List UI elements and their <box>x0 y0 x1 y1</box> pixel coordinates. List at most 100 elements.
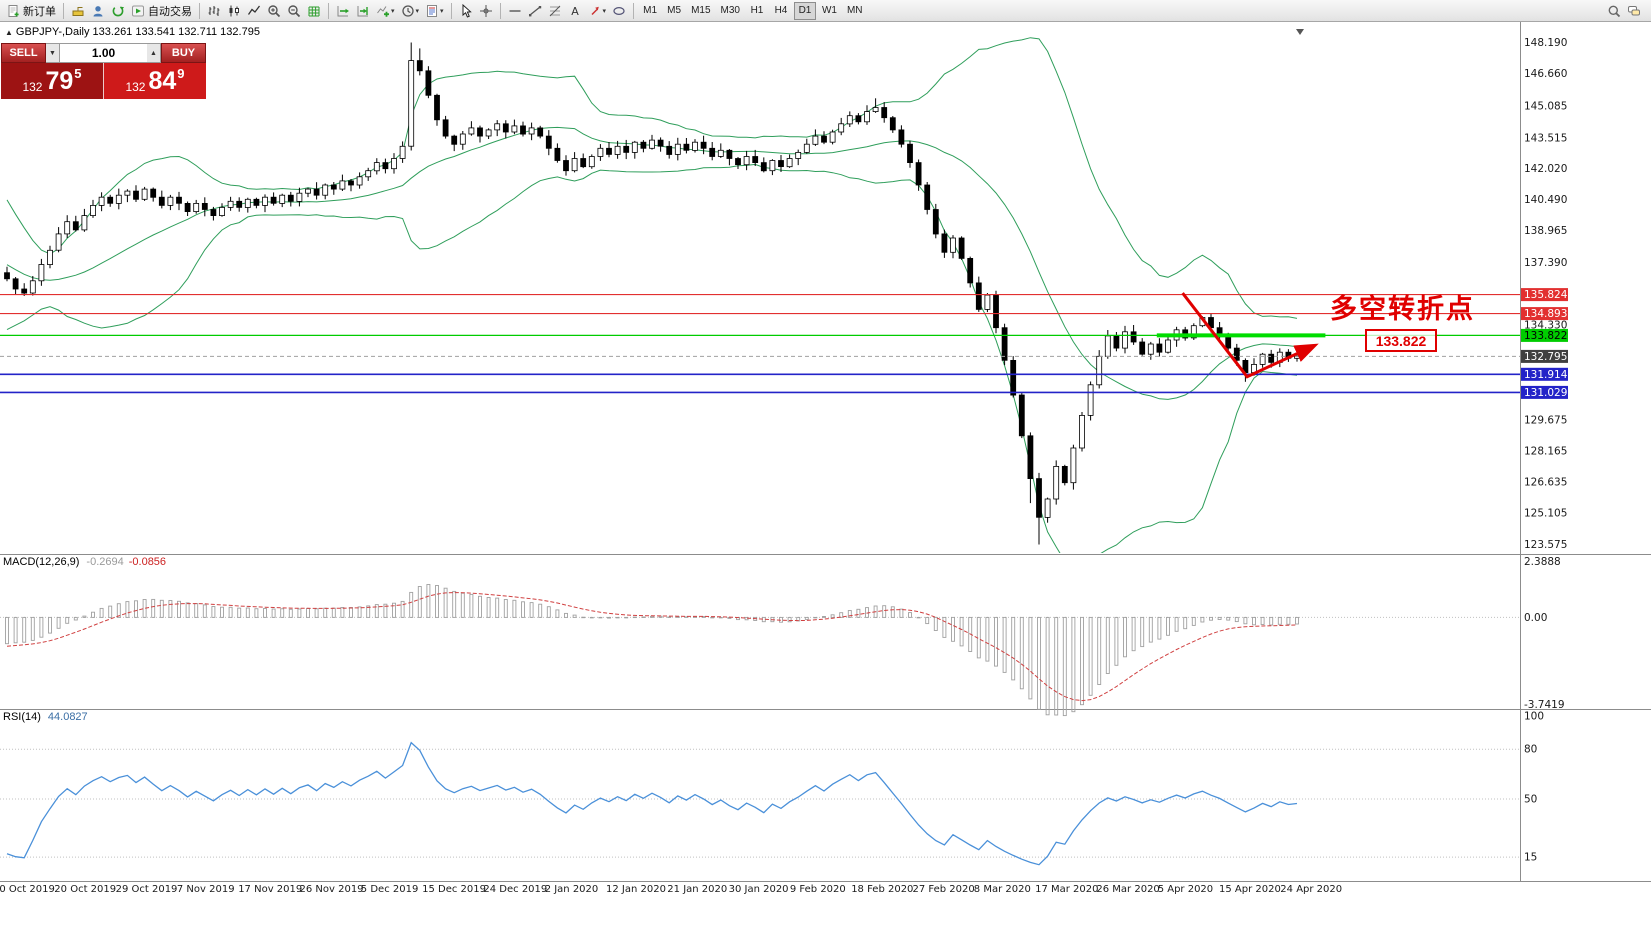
timeframe-button-m15[interactable]: M15 <box>687 2 714 20</box>
svg-text:0.00: 0.00 <box>1524 612 1547 624</box>
timeframe-button-m1[interactable]: M1 <box>639 2 661 20</box>
svg-text:2 Jan 2020: 2 Jan 2020 <box>545 884 599 895</box>
line-chart-mode-button[interactable] <box>244 1 264 21</box>
dropdown-caret: ▾ <box>440 7 444 15</box>
svg-text:134.893: 134.893 <box>1524 308 1567 320</box>
svg-text:15 Dec 2019: 15 Dec 2019 <box>422 884 486 895</box>
svg-text:7 Nov 2019: 7 Nov 2019 <box>177 884 235 895</box>
autotrading-button[interactable]: 自动交易 <box>128 1 195 21</box>
macd-name: MACD(12,26,9) <box>3 556 80 568</box>
price-axis[interactable]: 148.190 146.660 145.085 143.515 142.020 140.4… <box>1521 37 1568 551</box>
svg-text:A: A <box>571 5 579 18</box>
indicators-icon <box>376 4 390 18</box>
toolbar-separator <box>199 2 200 19</box>
svg-text:9 Feb 2020: 9 Feb 2020 <box>790 884 846 895</box>
svg-text:142.020: 142.020 <box>1524 163 1567 175</box>
autotrading-icon <box>131 4 145 18</box>
svg-text:123.575: 123.575 <box>1524 539 1567 551</box>
timeframe-button-m30[interactable]: M30 <box>717 2 744 20</box>
fibonacci-tool-button[interactable] <box>545 1 565 21</box>
autotrading-label: 自动交易 <box>148 5 192 18</box>
buy-button[interactable]: BUY <box>161 43 206 63</box>
macd-panel: 2.3888 0.00 -3.7419 <box>0 556 1565 717</box>
macd-main-value: -0.2694 <box>86 556 124 568</box>
svg-text:140.490: 140.490 <box>1524 194 1567 206</box>
sell-button[interactable]: SELL <box>1 43 46 63</box>
timeframe-button-d1[interactable]: D1 <box>793 1 816 20</box>
sell-price-display[interactable]: 132 79 5 <box>1 63 103 99</box>
rsi-value: 44.0827 <box>47 711 88 723</box>
rsi-name: RSI(14) <box>3 711 41 723</box>
buy-price-display[interactable]: 132 84 9 <box>103 63 206 99</box>
price-badge-131.029 <box>1521 385 1568 399</box>
price-badge-135.824 <box>1521 288 1568 302</box>
crosshair-tool-button[interactable] <box>476 1 496 21</box>
timeframe-button-h4[interactable]: H4 <box>770 2 792 20</box>
indicators-button[interactable]: ▾ <box>373 1 398 21</box>
arrows-tool-button[interactable]: ▾ <box>585 1 610 21</box>
chat-button[interactable] <box>1624 1 1644 21</box>
svg-text:29 Oct 2019: 29 Oct 2019 <box>116 884 178 895</box>
svg-text:27 Feb 2020: 27 Feb 2020 <box>913 884 975 895</box>
svg-text:132.795: 132.795 <box>1524 351 1567 363</box>
sell-price-pip: 5 <box>74 66 82 81</box>
zoom-out-button[interactable] <box>284 1 304 21</box>
horizontal-line-tool-button[interactable] <box>505 1 525 21</box>
macd-indicator-label: MACD(12,26,9) -0.2694 -0.0856 <box>3 556 166 568</box>
crosshair-icon <box>479 4 493 18</box>
text-tool-button[interactable]: A <box>565 1 585 21</box>
styles-button[interactable] <box>68 1 88 21</box>
svg-text:100: 100 <box>1524 711 1544 723</box>
auto-scroll-button[interactable] <box>333 1 353 21</box>
shapes-tool-button[interactable] <box>609 1 629 21</box>
bollinger-bands <box>6 37 1298 553</box>
svg-text:126.635: 126.635 <box>1524 477 1567 489</box>
periods-button[interactable]: ▾ <box>398 1 423 21</box>
candlestick-icon <box>227 4 241 18</box>
profiles-button[interactable] <box>88 1 108 21</box>
new-order-button[interactable]: 新订单 <box>3 1 59 21</box>
candlestick-mode-button[interactable] <box>224 1 244 21</box>
shapes-icon <box>612 4 626 18</box>
price-badge-132.795 <box>1521 349 1568 363</box>
refresh-button[interactable] <box>108 1 128 21</box>
search-button[interactable] <box>1604 1 1624 21</box>
turning-point-annotation[interactable]: 多空转折点 <box>1330 294 1475 324</box>
buy-price-big: 84 <box>148 67 177 95</box>
chart-symbol-info: ▲ GBPJPY-,Daily 133.261 133.541 132.711 1… <box>5 26 260 38</box>
svg-text:20 Oct 2019: 20 Oct 2019 <box>54 884 116 895</box>
trendline-tool-button[interactable] <box>525 1 545 21</box>
horizontal-line-icon <box>508 4 522 18</box>
chart-shift-button[interactable] <box>353 1 373 21</box>
templates-button[interactable]: ▾ <box>422 1 447 21</box>
dropdown-caret: ▾ <box>415 7 420 15</box>
toolbar-separator <box>450 2 452 19</box>
volume-input[interactable]: 1.00 <box>60 43 147 63</box>
grid-button[interactable] <box>304 1 324 21</box>
svg-text:26 Nov 2019: 26 Nov 2019 <box>300 884 364 895</box>
price-badge-133.822 <box>1521 328 1568 342</box>
sell-price-prefix: 132 <box>22 80 43 94</box>
svg-text:125.105: 125.105 <box>1524 508 1567 520</box>
svg-text:24 Apr 2020: 24 Apr 2020 <box>1280 884 1342 895</box>
symbol-ohlc-text: GBPJPY-,Daily 133.261 133.541 132.711 13… <box>15 26 260 38</box>
volume-up-button[interactable]: ▲ <box>147 43 161 63</box>
timeframe-button-mn[interactable]: MN <box>843 2 867 20</box>
price-level-box[interactable]: 133.822 <box>1365 329 1437 352</box>
bar-chart-icon <box>207 4 221 18</box>
cursor-tool-button[interactable] <box>456 1 476 21</box>
timeframe-button-m5[interactable]: M5 <box>663 2 685 20</box>
red-zigzag-arrow[interactable] <box>1181 292 1319 379</box>
chart-shift-marker <box>1296 29 1304 35</box>
zoom-in-icon <box>267 4 281 18</box>
bar-chart-mode-button[interactable] <box>204 1 224 21</box>
zoom-in-button[interactable] <box>264 1 284 21</box>
cursor-icon <box>459 3 473 18</box>
refresh-icon <box>111 4 125 18</box>
volume-down-button[interactable]: ▼ <box>46 43 60 63</box>
timeframe-button-h1[interactable]: H1 <box>746 2 768 20</box>
timeframe-button-w1[interactable]: W1 <box>818 2 841 20</box>
horizontal-line-objects[interactable] <box>0 292 1520 394</box>
